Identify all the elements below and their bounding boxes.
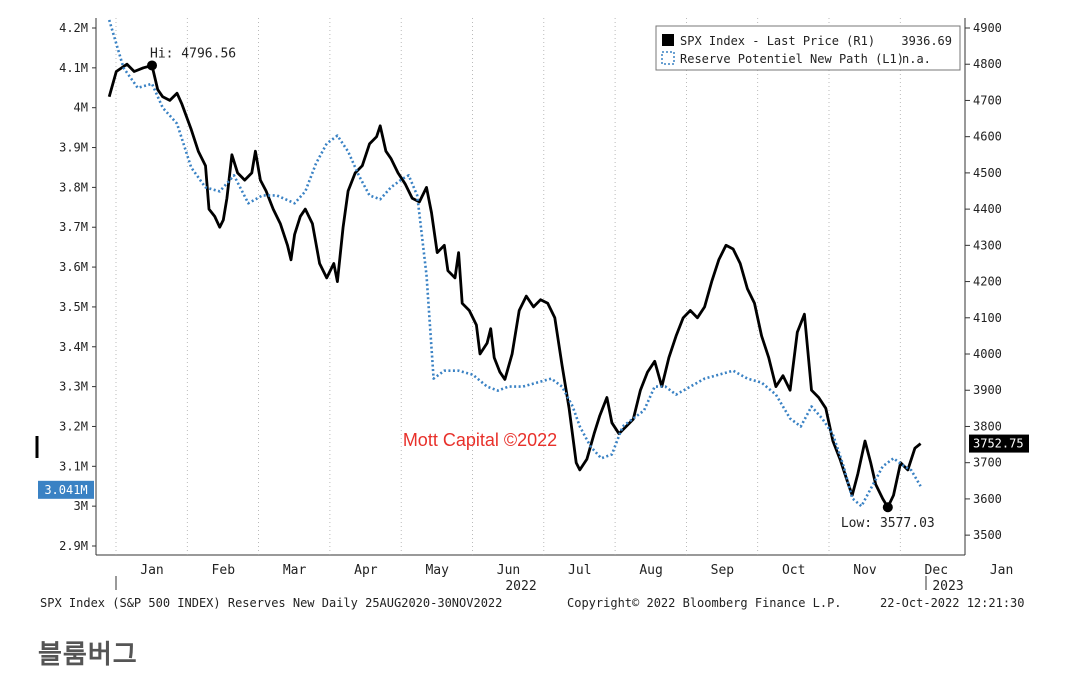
right-current-tag xyxy=(969,434,1029,453)
month-label: Oct xyxy=(782,563,805,578)
left-tick-label: 3.2M xyxy=(59,419,88,433)
legend: SPX Index - Last Price (R1) 3936.69 Reserv… xyxy=(655,25,961,71)
right-tick-label: 4300 xyxy=(973,238,1002,252)
plot-frame xyxy=(95,18,966,556)
left-tick-label: 3.5M xyxy=(59,300,88,314)
left-current-tag-label: 3.041M xyxy=(44,483,87,497)
right-tick-label: 4100 xyxy=(973,311,1002,325)
month-label: Apr xyxy=(354,563,378,578)
watermark: Mott Capital ©2022 xyxy=(403,430,557,450)
series-lines xyxy=(107,19,922,509)
left-tick-label: 3.3M xyxy=(59,380,88,394)
low-marker xyxy=(882,502,893,513)
year-label-2022: 2022 xyxy=(505,579,536,594)
month-label: Jun xyxy=(497,563,520,578)
month-label: May xyxy=(425,563,449,578)
legend-label-reserve: Reserve Potentiel New Path (L1) xyxy=(680,52,904,66)
footer-timestamp: 22-Oct-2022 12:21:30 xyxy=(880,596,1025,610)
legend-swatch-reserve xyxy=(661,51,675,65)
legend-value-spx: 3936.69 xyxy=(901,34,952,48)
right-tick-label: 4400 xyxy=(973,202,1002,216)
legend-box xyxy=(655,25,961,71)
right-tick-label: 3900 xyxy=(973,383,1002,397)
footer-source: SPX Index (S&P 500 INDEX) Reserves New D… xyxy=(40,596,503,610)
left-tick-label: 3.8M xyxy=(59,180,88,194)
source-caption: 블룸버그 xyxy=(38,640,138,670)
chart-footer: SPX Index (S&P 500 INDEX) Reserves New D… xyxy=(40,596,1028,614)
month-label: Jan xyxy=(990,563,1013,578)
right-tick-label: 3500 xyxy=(973,528,1002,542)
month-label: Jan xyxy=(140,563,163,578)
legend-value-reserve: n.a. xyxy=(902,52,931,66)
month-label: Aug xyxy=(639,563,662,578)
left-tick-label: 3M xyxy=(74,499,88,513)
right-tick-label: 4900 xyxy=(973,21,1002,35)
right-tick-label: 3700 xyxy=(973,456,1002,470)
right-axis: 4900 4800 4700 4600 4500 4400 4300 4200 4100 4000… xyxy=(965,21,1029,542)
right-tick-label: 4000 xyxy=(973,347,1002,361)
month-label: Nov xyxy=(853,563,877,578)
right-tick-label: 4200 xyxy=(973,275,1002,289)
x-axis: Jan Feb Mar Apr May Jun Jul Aug Sep Oct Nov Dec Jan 2… xyxy=(115,563,1013,594)
year-label-2023: 2023 xyxy=(932,579,963,594)
left-tick-label: 2.9M xyxy=(59,539,88,553)
legend-label-spx: SPX Index - Last Price (R1) xyxy=(680,34,875,48)
footer-copyright: Copyright© 2022 Bloomberg Finance L.P. xyxy=(567,596,842,610)
right-tick-label: 4800 xyxy=(973,57,1002,71)
left-current-tag xyxy=(38,480,94,499)
month-label: Sep xyxy=(711,563,735,578)
legend-swatch-spx xyxy=(662,34,674,46)
left-tick-label: 3.7M xyxy=(59,220,88,234)
left-axis: 4.2M 4.1M 4M 3.9M 3.8M 3.7M 3.6M 3.5M 3.4M 3.3M 3.… xyxy=(35,21,96,553)
right-current-tag-label: 3752.75 xyxy=(973,437,1024,451)
month-label: Mar xyxy=(283,563,307,578)
left-tick-label: 3.9M xyxy=(59,141,88,155)
left-tick-label: 4M xyxy=(74,101,88,115)
month-label: Dec xyxy=(925,563,948,578)
annotations: Hi: 4796.56 Low: 3577.03 Mott Capital ©202… xyxy=(147,46,935,531)
chart: 4.2M 4.1M 4M 3.9M 3.8M 3.7M 3.6M 3.5M 3.4M 3.3M 3.… xyxy=(35,18,1029,594)
right-tick-label: 4600 xyxy=(973,130,1002,144)
left-tick-label: 4.1M xyxy=(59,61,88,75)
left-tick-label: 3.1M xyxy=(59,459,88,473)
hi-label: Hi: 4796.56 xyxy=(150,46,236,61)
left-tick-label: 3.6M xyxy=(59,260,88,274)
hi-marker xyxy=(147,60,157,71)
right-tick-label: 4500 xyxy=(973,166,1002,180)
low-label: Low: 3577.03 xyxy=(841,516,935,531)
grid-lines xyxy=(115,18,901,555)
reserve-potential-line xyxy=(107,19,922,508)
month-label: Jul xyxy=(568,563,591,578)
right-tick-label: 3800 xyxy=(973,419,1002,433)
spx-price-line xyxy=(107,62,922,509)
left-tick-label: 4.2M xyxy=(59,21,88,35)
left-tick-label: 3.4M xyxy=(59,340,88,354)
plot-area xyxy=(96,18,965,555)
month-label: Feb xyxy=(212,563,236,578)
right-tick-label: 4700 xyxy=(973,93,1002,107)
right-tick-label: 3600 xyxy=(973,492,1002,506)
